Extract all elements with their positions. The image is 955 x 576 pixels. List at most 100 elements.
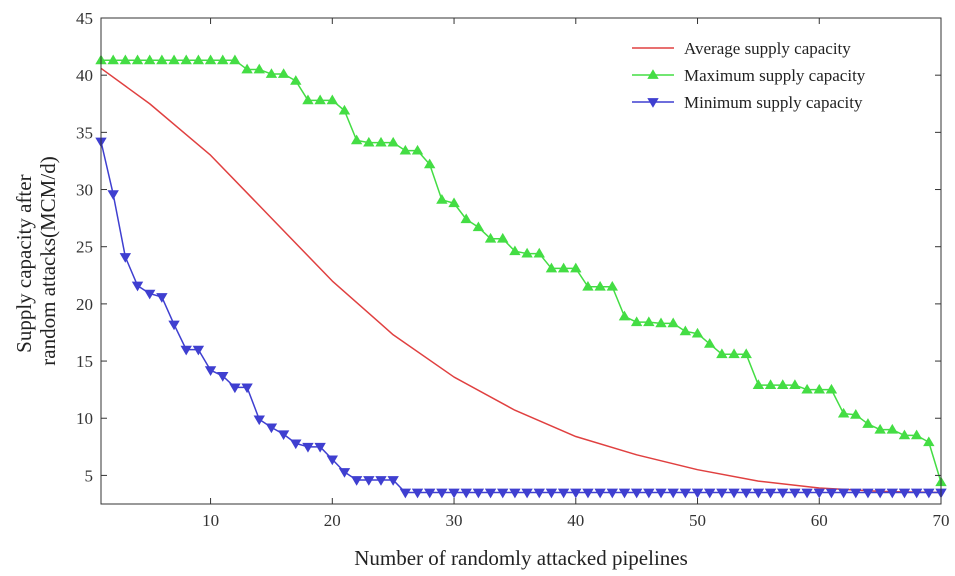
x-tick-label: 50: [689, 511, 706, 530]
data-point: [728, 348, 740, 359]
data-point: [764, 488, 777, 499]
y-tick-label: 45: [76, 9, 93, 28]
data-point: [229, 383, 241, 394]
legend-label-3: Minimum supply capacity: [684, 93, 863, 112]
data-point: [338, 468, 351, 478]
data-point: [837, 407, 850, 418]
data-point: [618, 488, 631, 499]
data-point: [253, 63, 265, 74]
data-point: [326, 94, 339, 105]
data-point: [716, 348, 728, 359]
data-point: [874, 423, 886, 434]
data-point: [655, 488, 667, 499]
data-point: [667, 488, 679, 499]
data-point: [314, 442, 326, 453]
data-point: [606, 280, 619, 291]
data-point: [350, 476, 363, 486]
data-point: [837, 488, 850, 499]
data-point: [107, 54, 119, 65]
x-tick-label: 20: [324, 511, 341, 530]
data-point: [143, 289, 156, 300]
data-point: [533, 247, 545, 258]
data-point: [497, 232, 509, 243]
y-tick-label: 10: [76, 409, 93, 428]
data-point: [290, 439, 302, 450]
data-point: [886, 488, 899, 499]
x-tick-label: 40: [567, 511, 584, 530]
data-point: [691, 488, 704, 499]
data-point: [923, 436, 935, 447]
y-tick-label: 5: [85, 466, 94, 485]
data-point: [314, 94, 326, 105]
data-point: [436, 488, 448, 499]
data-point: [910, 429, 923, 440]
data-point: [655, 317, 667, 328]
data-point: [411, 488, 424, 499]
y-tick-label: 30: [76, 181, 93, 200]
data-point: [229, 54, 241, 65]
data-point: [217, 54, 229, 65]
data-point: [484, 488, 497, 499]
series-line-3: [100, 141, 941, 494]
data-point: [825, 383, 838, 394]
data-point: [387, 476, 399, 486]
data-point: [241, 63, 253, 74]
data-point: [460, 213, 472, 224]
data-point: [509, 245, 521, 256]
data-point: [850, 488, 862, 499]
x-tick-label: 30: [446, 511, 463, 530]
y-axis-label-line-2: random attacks(MCM/d): [36, 156, 60, 365]
data-point: [204, 366, 217, 376]
x-tick-label: 10: [202, 511, 219, 530]
data-point: [643, 316, 655, 327]
data-point: [399, 144, 412, 155]
data-point: [156, 54, 168, 65]
data-point: [801, 383, 813, 394]
legend-marker-2: [647, 69, 659, 79]
data-point: [703, 338, 716, 348]
legend-label-2: Maximum supply capacity: [684, 66, 866, 85]
data-point: [265, 423, 278, 434]
series-2: [95, 54, 947, 487]
y-tick-label: 20: [76, 295, 93, 314]
data-point: [192, 54, 205, 65]
y-tick-label: 35: [76, 123, 93, 142]
data-point: [156, 293, 168, 303]
legend-marker-3: [647, 98, 659, 108]
y-tick-label: 15: [76, 352, 93, 371]
data-point: [375, 476, 387, 486]
data-point: [509, 488, 521, 499]
data-point: [399, 488, 412, 499]
legend: Average supply capacity Maximum supply ca…: [622, 32, 927, 118]
data-point: [436, 194, 448, 204]
data-point: [253, 415, 265, 426]
y-axis-label: Supply capacity after random attacks(MCM…: [12, 156, 60, 365]
data-point: [302, 94, 314, 105]
data-point: [570, 488, 582, 499]
data-point: [825, 488, 838, 499]
data-point: [204, 54, 217, 65]
data-point: [557, 488, 570, 499]
data-point: [813, 488, 825, 499]
data-point: [168, 54, 180, 65]
data-point: [582, 280, 594, 291]
plot-frame: [100, 17, 942, 505]
y-axis-label-line-1: Supply capacity after: [12, 174, 36, 352]
data-point: [752, 379, 765, 389]
data-point: [265, 68, 278, 78]
data-point: [886, 423, 899, 434]
data-point: [813, 383, 825, 394]
data-point: [290, 75, 302, 85]
x-axis-label: Number of randomly attacked pipelines: [354, 546, 688, 570]
data-point: [277, 68, 290, 78]
data-point: [630, 488, 643, 499]
data-point: [241, 383, 253, 394]
data-point: [448, 488, 460, 499]
data-point: [363, 476, 375, 486]
data-point: [131, 281, 144, 292]
data-point: [594, 488, 606, 499]
data-point: [740, 348, 752, 359]
data-point: [898, 429, 911, 440]
data-point: [143, 54, 156, 65]
data-point: [423, 488, 436, 499]
